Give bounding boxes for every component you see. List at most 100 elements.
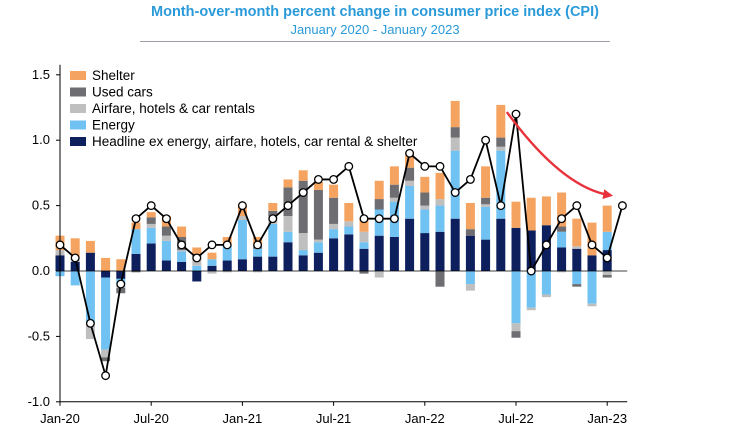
bar-segment-series-1 [572, 271, 582, 285]
headline-point [85, 318, 95, 328]
chart-subtitle: January 2020 - January 2023 [290, 22, 460, 37]
legend-label: Used cars [92, 85, 153, 100]
bar-segment-series-0 [268, 256, 278, 271]
bar-segment-series-0 [116, 271, 126, 279]
bar-segment-series-1 [450, 150, 460, 219]
legend-swatch [70, 87, 86, 97]
bar-segment-series-4 [192, 247, 202, 254]
bar-segment-series-0 [572, 248, 582, 271]
bar-segment-series-2 [161, 235, 171, 241]
bar-segment-series-0 [222, 260, 232, 271]
headline-point [481, 135, 491, 145]
bar-segment-series-2 [313, 239, 323, 243]
bar-segment-series-0 [253, 256, 263, 271]
y-tick-label: 1.0 [32, 132, 50, 147]
bar-segment-series-3 [465, 229, 475, 236]
bar-segment-series-3 [359, 271, 369, 274]
bar-segment-series-3 [496, 137, 506, 147]
bar-segment-series-2 [374, 271, 384, 278]
bar-segment-series-4 [70, 238, 80, 258]
bar-segment-series-0 [359, 248, 369, 271]
bar-segment-series-0 [237, 259, 247, 271]
headline-point [511, 109, 521, 119]
y-tick-label: 0.5 [32, 198, 50, 213]
bar-segment-series-1 [511, 271, 521, 324]
x-tick-label: Jan-23 [587, 411, 627, 426]
headline-point [435, 161, 445, 171]
legend-label: Airfare, hotels & car rentals [92, 101, 255, 116]
bar-segment-series-1 [313, 242, 323, 253]
bar-segment-series-2 [253, 271, 263, 273]
bar-segment-series-4 [237, 205, 247, 217]
headline-point [405, 148, 415, 158]
bar-segment-series-3 [557, 226, 567, 232]
headline-point [496, 201, 506, 211]
headline-cpi-line [59, 113, 624, 376]
bar-segment-series-4 [481, 166, 491, 198]
bar-segment-series-4 [374, 180, 384, 200]
bar-segment-series-0 [389, 236, 399, 271]
bar-segment-series-1 [207, 259, 217, 266]
bar-segment-series-2 [298, 233, 308, 251]
bar-segment-series-4 [207, 252, 217, 260]
bar-segment-series-3 [146, 217, 156, 224]
bar-segment-series-0 [177, 261, 187, 271]
bar-segment-series-4 [541, 196, 551, 226]
bar-segment-series-2 [587, 303, 597, 307]
bar-segment-series-1 [435, 205, 445, 232]
headline-point [101, 371, 111, 381]
x-tick-label: Jan-20 [40, 411, 80, 426]
bar-segment-series-2 [222, 271, 232, 273]
bar-segment-series-0 [161, 260, 171, 271]
title-divider [140, 41, 610, 42]
bar-segment-series-2 [207, 271, 217, 274]
bar-segment-series-2 [420, 205, 430, 210]
bar-segment-series-0 [283, 242, 293, 271]
bar-segment-series-4 [85, 240, 95, 253]
bar-segment-series-2 [465, 284, 475, 291]
bar-segment-series-1 [541, 271, 551, 295]
bar-segment-series-3 [131, 271, 141, 273]
bar-segment-series-1 [405, 185, 415, 219]
bar-segment-series-0 [587, 255, 597, 271]
bar-segment-series-3 [329, 197, 339, 224]
headline-point [116, 279, 126, 289]
bar-segment-series-4 [131, 222, 141, 230]
bar-segment-series-1 [496, 150, 506, 219]
bar-segment-series-1 [602, 231, 612, 251]
bar-segment-series-4 [602, 205, 612, 232]
bar-segment-series-1 [359, 242, 369, 249]
headline-point [465, 174, 475, 184]
bar-segment-series-3 [298, 180, 308, 234]
headline-point [298, 188, 308, 197]
bar-segment-series-0 [146, 243, 156, 271]
bar-segment-series-4 [344, 202, 354, 222]
bar-segment-series-0 [344, 234, 354, 271]
bar-segment-series-1 [557, 231, 567, 248]
headline-point [268, 214, 278, 224]
bar-segment-series-1 [420, 209, 430, 234]
headline-point [146, 201, 156, 211]
y-tick-label: 1.5 [32, 67, 50, 82]
legend-swatch [70, 104, 86, 113]
legend-label: Energy [92, 118, 135, 133]
bar-segment-series-1 [70, 271, 80, 286]
headline-point [237, 201, 247, 211]
bar-segment-series-0 [435, 231, 445, 271]
bar-segment-series-0 [374, 235, 384, 271]
bar-segment-series-3 [405, 167, 415, 181]
bar-segment-series-2 [101, 349, 111, 358]
bar-segment-series-0 [496, 218, 506, 271]
bar-segment-series-2 [602, 271, 612, 275]
headline-point [541, 240, 551, 250]
bar-segment-series-4 [587, 222, 597, 256]
bar-segment-series-4 [313, 182, 323, 190]
headline-point [572, 201, 582, 211]
bar-segment-series-3 [374, 199, 384, 210]
bar-segment-series-4 [435, 172, 445, 200]
bar-segment-series-4 [359, 218, 369, 232]
bar-segment-series-3 [435, 271, 445, 287]
bar-segment-series-1 [237, 219, 247, 260]
bar-segment-series-0 [298, 255, 308, 271]
